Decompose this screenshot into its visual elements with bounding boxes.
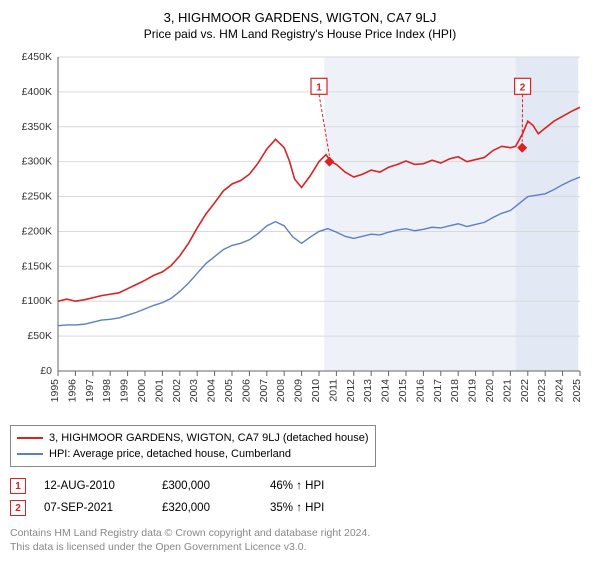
sale-price: £300,000 (162, 480, 252, 492)
legend-box: 3, HIGHMOOR GARDENS, WIGTON, CA7 9LJ (de… (10, 425, 376, 467)
svg-text:2005: 2005 (223, 379, 235, 403)
chart-subtitle: Price paid vs. HM Land Registry's House … (10, 27, 590, 41)
legend-swatch (17, 437, 43, 439)
svg-text:2002: 2002 (171, 379, 183, 403)
svg-text:£350K: £350K (22, 121, 52, 133)
sale-row: 2 07-SEP-2021 £320,000 35% ↑ HPI (10, 497, 590, 519)
sale-badge: 1 (10, 478, 26, 494)
svg-text:2018: 2018 (449, 379, 461, 403)
svg-text:2015: 2015 (397, 379, 409, 403)
sale-price: £320,000 (162, 502, 252, 514)
svg-text:2003: 2003 (188, 379, 200, 403)
svg-text:2: 2 (520, 82, 526, 93)
svg-text:£0: £0 (40, 365, 52, 377)
svg-text:1998: 1998 (101, 379, 113, 403)
chart-title: 3, HIGHMOOR GARDENS, WIGTON, CA7 9LJ (10, 10, 590, 25)
svg-text:2007: 2007 (258, 379, 270, 403)
svg-text:2014: 2014 (380, 379, 392, 403)
svg-text:£200K: £200K (22, 225, 52, 237)
svg-text:1999: 1999 (119, 379, 131, 403)
sale-badge: 2 (10, 500, 26, 516)
legend-label: HPI: Average price, detached house, Cumb… (49, 448, 291, 460)
svg-text:2012: 2012 (345, 379, 357, 403)
legend-swatch (17, 453, 43, 455)
sale-row: 1 12-AUG-2010 £300,000 46% ↑ HPI (10, 475, 590, 497)
legend-item: HPI: Average price, detached house, Cumb… (17, 446, 369, 462)
legend-item: 3, HIGHMOOR GARDENS, WIGTON, CA7 9LJ (de… (17, 430, 369, 446)
svg-text:£400K: £400K (22, 86, 52, 98)
svg-text:£250K: £250K (22, 191, 52, 203)
sale-date: 07-SEP-2021 (44, 502, 144, 514)
svg-text:£100K: £100K (22, 295, 52, 307)
svg-text:2006: 2006 (240, 379, 252, 403)
line-chart-svg: £0 £50K £100K £150K £200K £250K £300K £350K £400… (10, 49, 590, 419)
svg-text:2017: 2017 (432, 379, 444, 403)
chart-container: 3, HIGHMOOR GARDENS, WIGTON, CA7 9LJ Pri… (0, 0, 600, 564)
svg-text:2019: 2019 (467, 379, 479, 403)
svg-text:2025: 2025 (571, 379, 583, 403)
sale-diff: 35% ↑ HPI (270, 502, 370, 514)
svg-text:£450K: £450K (22, 51, 52, 63)
svg-text:2001: 2001 (153, 379, 165, 403)
svg-text:2009: 2009 (293, 379, 305, 403)
svg-text:2008: 2008 (275, 379, 287, 403)
svg-text:2024: 2024 (554, 379, 566, 403)
svg-text:2016: 2016 (414, 379, 426, 403)
legend-label: 3, HIGHMOOR GARDENS, WIGTON, CA7 9LJ (de… (49, 432, 369, 444)
svg-text:1: 1 (316, 82, 322, 93)
sale-diff: 46% ↑ HPI (270, 480, 370, 492)
svg-text:1997: 1997 (84, 379, 96, 403)
svg-text:2013: 2013 (362, 379, 374, 403)
footer-line1: Contains HM Land Registry data © Crown c… (10, 527, 590, 541)
svg-text:2023: 2023 (536, 379, 548, 403)
sale-date: 12-AUG-2010 (44, 480, 144, 492)
svg-text:£150K: £150K (22, 260, 52, 272)
chart-area: £0 £50K £100K £150K £200K £250K £300K £350K £400… (10, 49, 590, 419)
svg-text:2000: 2000 (136, 379, 148, 403)
svg-text:2011: 2011 (327, 379, 339, 402)
svg-text:£50K: £50K (27, 330, 52, 342)
svg-text:2004: 2004 (206, 379, 218, 403)
svg-text:1996: 1996 (66, 379, 78, 403)
footer-attribution: Contains HM Land Registry data © Crown c… (10, 527, 590, 554)
svg-text:1995: 1995 (49, 379, 61, 403)
svg-text:£300K: £300K (22, 156, 52, 168)
footer-line2: This data is licensed under the Open Gov… (10, 541, 590, 555)
svg-text:2010: 2010 (310, 379, 322, 403)
svg-text:2022: 2022 (519, 379, 531, 403)
svg-text:2020: 2020 (484, 379, 496, 403)
svg-text:2021: 2021 (501, 379, 513, 403)
sale-rows: 1 12-AUG-2010 £300,000 46% ↑ HPI 2 07-SEP-202… (10, 475, 590, 519)
